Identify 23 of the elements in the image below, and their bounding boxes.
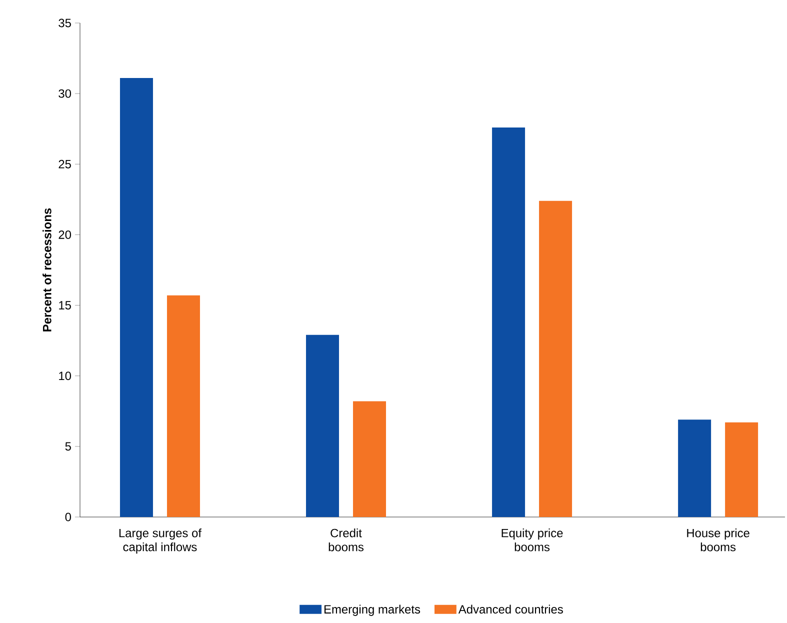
y-axis-title: Percent of recessions: [42, 208, 52, 332]
bar: [725, 422, 758, 517]
y-tick-label: 25: [58, 160, 71, 168]
x-tick-label: Large surges of capital inflows: [119, 528, 202, 554]
y-tick-label: 15: [59, 301, 71, 310]
legend-label: Emerging markets: [324, 604, 420, 616]
bar: [353, 401, 386, 517]
y-tick-label: 20: [58, 230, 72, 239]
bar: [166, 295, 200, 517]
x-tick-label: Equity price booms: [502, 528, 563, 552]
bar: [539, 200, 572, 517]
y-tick-label: 0: [65, 512, 72, 522]
x-tick-label: House price booms: [687, 528, 750, 552]
bar: [120, 78, 153, 517]
x-tick-label: Credit booms: [328, 528, 364, 552]
legend-label: Advanced countries: [458, 604, 563, 614]
y-tick-label: 35: [58, 18, 71, 28]
bar: [678, 420, 712, 517]
y-tick-label: 30: [58, 89, 72, 98]
bar: [492, 127, 526, 517]
y-tick-label: 5: [65, 442, 71, 451]
bar: [306, 334, 340, 517]
y-tick-label: 10: [59, 372, 72, 380]
